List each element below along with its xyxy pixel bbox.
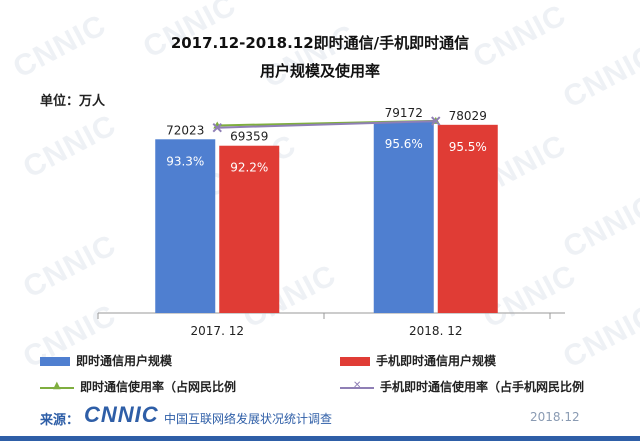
source-label: 来源： (40, 413, 80, 428)
bar-rate-label: 92.2% (230, 161, 268, 175)
data-label: 69359 (230, 130, 268, 144)
chart-subtitle: 用户规模及使用率 (259, 62, 380, 80)
x-tick-label: 2018. 12 (409, 324, 462, 338)
footer-bar (0, 436, 640, 441)
source-date: 2018.12 (530, 410, 580, 424)
data-label: 79172 (385, 106, 423, 120)
bar (437, 124, 498, 313)
line-point-cross (212, 122, 222, 133)
x-tick-label: 2017. 12 (191, 324, 244, 338)
legend-item-im-users: 即时通信用户规模 (40, 352, 172, 369)
legend-item-im-rate: ▲ 即时通信使用率（占网民比例 (40, 378, 236, 395)
bar-rate-label: 93.3% (166, 154, 204, 168)
legend-line-purple: ✕ (340, 380, 374, 393)
bar-rate-label: 95.5% (449, 140, 487, 154)
legend-label: 即时通信使用率（占网民比例 (80, 380, 237, 394)
bar-rate-label: 95.6% (385, 137, 423, 151)
source-organization: 中国互联网络发展状况统计调查 (164, 412, 333, 426)
bar (373, 122, 434, 314)
bar (219, 145, 280, 313)
legend-label: 即时通信用户规模 (76, 354, 173, 368)
series-line (217, 120, 436, 129)
chart-title: 2017.12-2018.12即时通信/手机即时通信 (170, 34, 470, 52)
legend-item-mobile-im-rate: ✕ 手机即时通信使用率（占手机网民比例 (340, 378, 584, 395)
legend-item-mobile-im-users: 手机即时通信用户规模 (340, 352, 496, 369)
unit-label: 单位：万人 (40, 94, 106, 109)
data-label: 72023 (166, 123, 204, 137)
line-point-cross (431, 116, 441, 126)
legend-label: 手机即时通信使用率（占手机网民比例 (380, 380, 585, 394)
legend-line-green: ▲ (40, 380, 74, 393)
legend-label: 手机即时通信用户规模 (376, 354, 497, 368)
legend-swatch-red (340, 357, 370, 366)
cnnic-logo: CNNIC (84, 402, 159, 427)
legend-swatch-blue (40, 357, 70, 366)
bar (155, 139, 216, 313)
data-label: 78029 (449, 109, 487, 123)
